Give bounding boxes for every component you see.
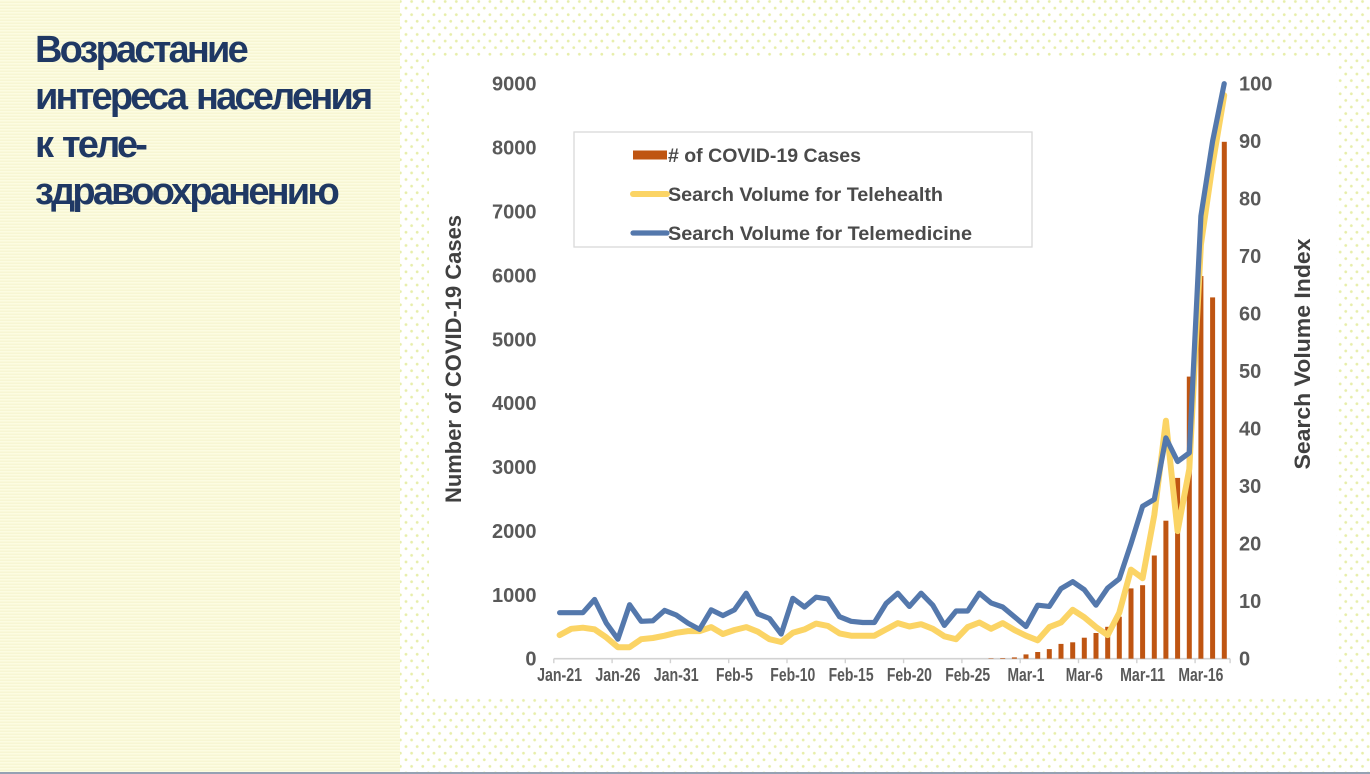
svg-text:4000: 4000 — [492, 393, 537, 415]
svg-text:80: 80 — [1239, 189, 1261, 211]
svg-text:Feb-20: Feb-20 — [887, 665, 932, 685]
svg-text:100: 100 — [1239, 74, 1272, 96]
svg-text:3000: 3000 — [492, 457, 537, 479]
svg-text:Mar-6: Mar-6 — [1066, 665, 1103, 685]
svg-text:Feb-10: Feb-10 — [770, 665, 815, 685]
svg-text:Jan-21: Jan-21 — [537, 665, 582, 685]
svg-text:6000: 6000 — [492, 265, 537, 287]
svg-text:7000: 7000 — [492, 202, 537, 224]
svg-text:# of COVID-19 Cases: # of COVID-19 Cases — [668, 146, 861, 167]
svg-text:60: 60 — [1239, 304, 1261, 326]
svg-text:Mar-11: Mar-11 — [1120, 665, 1165, 685]
svg-text:Feb-15: Feb-15 — [829, 665, 874, 685]
svg-text:Jan-31: Jan-31 — [654, 665, 699, 685]
svg-text:50: 50 — [1239, 361, 1261, 383]
svg-text:Mar-16: Mar-16 — [1178, 665, 1223, 685]
svg-text:70: 70 — [1239, 246, 1261, 268]
svg-text:Feb-25: Feb-25 — [945, 665, 990, 685]
svg-text:40: 40 — [1239, 419, 1261, 441]
svg-text:Search Volume for Telehealth: Search Volume for Telehealth — [668, 185, 943, 206]
svg-text:Search Volume Index: Search Volume Index — [1290, 238, 1315, 470]
svg-text:0: 0 — [525, 649, 536, 671]
svg-text:2000: 2000 — [492, 521, 537, 543]
svg-text:Search Volume for Telemedicine: Search Volume for Telemedicine — [668, 224, 972, 245]
svg-text:Mar-1: Mar-1 — [1008, 665, 1045, 685]
svg-text:10: 10 — [1239, 591, 1261, 613]
svg-text:5000: 5000 — [492, 329, 537, 351]
svg-text:Feb-5: Feb-5 — [716, 665, 753, 685]
svg-text:20: 20 — [1239, 534, 1261, 556]
svg-text:90: 90 — [1239, 131, 1261, 153]
svg-text:8000: 8000 — [492, 138, 537, 160]
svg-text:30: 30 — [1239, 476, 1261, 498]
svg-text:0: 0 — [1239, 649, 1250, 671]
svg-text:9000: 9000 — [492, 74, 537, 96]
svg-text:Number of COVID-19 Cases: Number of COVID-19 Cases — [441, 215, 466, 503]
svg-text:1000: 1000 — [492, 585, 537, 607]
svg-text:Jan-26: Jan-26 — [595, 665, 640, 685]
